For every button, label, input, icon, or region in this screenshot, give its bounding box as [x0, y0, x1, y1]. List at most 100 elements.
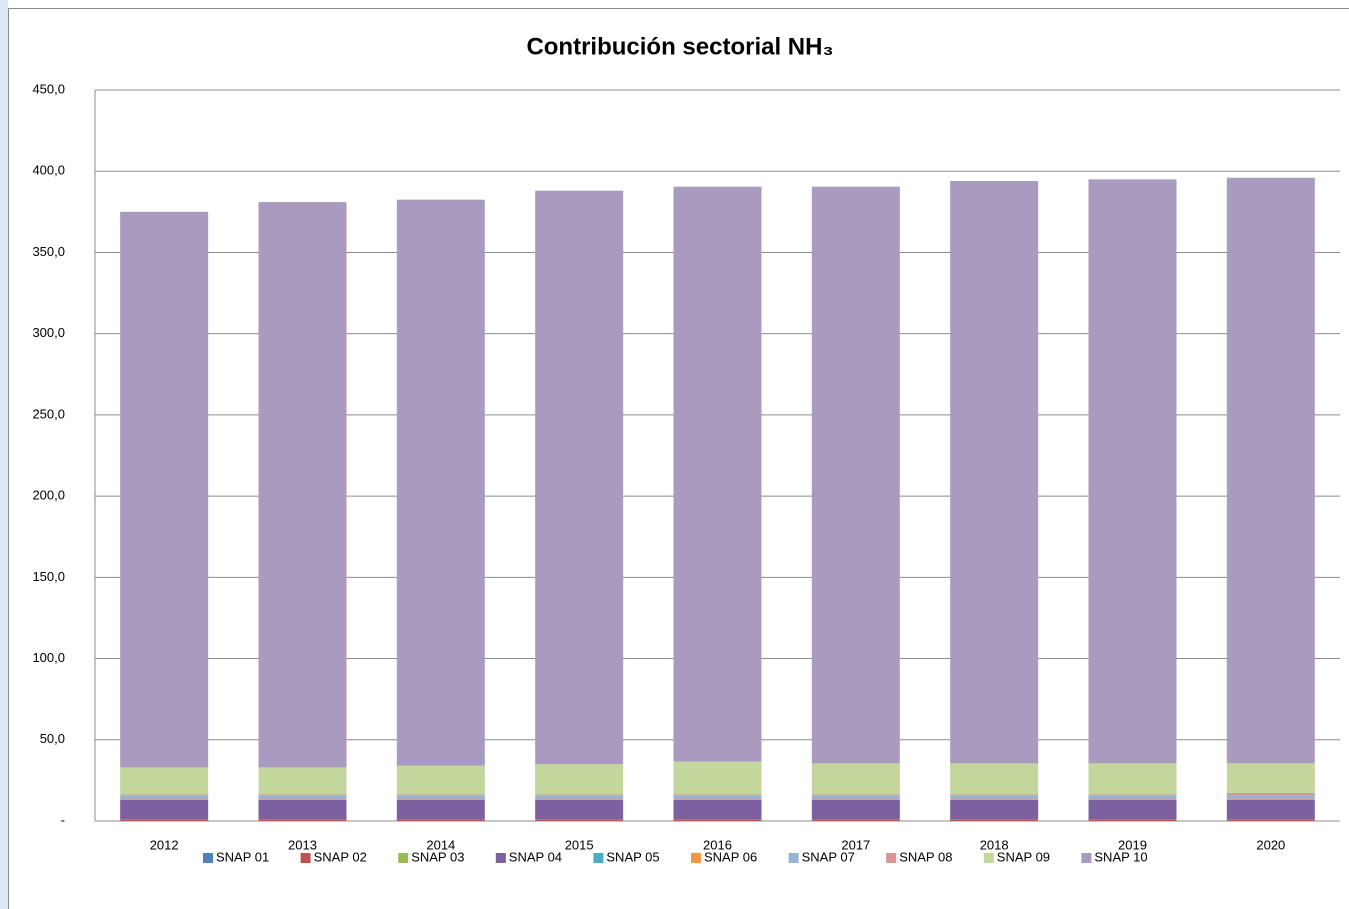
- bar-segment: [535, 798, 624, 800]
- bar-segment: [950, 795, 1039, 799]
- bar-segment: [1088, 179, 1177, 764]
- bar-segment: [1088, 819, 1177, 821]
- legend-label: SNAP 05: [606, 849, 659, 864]
- bar-segment: [811, 819, 900, 821]
- bar-segment: [396, 819, 485, 821]
- bar-segment: [120, 211, 209, 768]
- bar-segment: [1226, 799, 1315, 820]
- bar-segment: [396, 794, 485, 796]
- x-tick-label: 2020: [1256, 837, 1285, 852]
- bar-segment: [1088, 763, 1177, 795]
- bar-segment: [120, 795, 209, 799]
- bar-segment: [535, 795, 624, 799]
- bar-segment: [811, 795, 900, 799]
- bar-segment: [1226, 763, 1315, 793]
- x-tick-label: 2013: [288, 837, 317, 852]
- bar-segment: [1226, 798, 1315, 800]
- legend-swatch: [886, 853, 897, 863]
- bar-segment: [811, 799, 900, 820]
- bar-segment: [950, 819, 1039, 821]
- bar-segment: [673, 794, 762, 796]
- bar-segment: [535, 794, 624, 796]
- bar-segment: [1088, 794, 1177, 796]
- legend-label: SNAP 07: [802, 849, 855, 864]
- x-tick-label: 2014: [426, 837, 455, 852]
- bar-segment: [396, 765, 485, 795]
- bar-segment: [396, 799, 485, 820]
- bar-segment: [1088, 798, 1177, 800]
- legend-label: SNAP 10: [1094, 849, 1147, 864]
- bar-segment: [673, 761, 762, 795]
- bar-segment: [258, 767, 347, 795]
- bar-segment: [1088, 795, 1177, 799]
- bar-segment: [535, 799, 624, 820]
- bar-segment: [258, 794, 347, 796]
- legend-label: SNAP 03: [411, 849, 464, 864]
- bar-segment: [120, 767, 209, 795]
- legend-swatch: [691, 853, 701, 863]
- y-tick-label: 400,0: [32, 163, 65, 178]
- legend-label: SNAP 04: [509, 849, 562, 864]
- bar-segment: [258, 202, 347, 768]
- y-tick-label: 200,0: [32, 488, 65, 503]
- bar-segment: [1226, 792, 1315, 796]
- bar-segment: [258, 795, 347, 799]
- bar-segment: [1226, 177, 1315, 764]
- bar-segment: [673, 795, 762, 799]
- y-tick-label: 250,0: [32, 406, 65, 421]
- bar-segment: [535, 764, 624, 795]
- side-strip: [0, 0, 8, 909]
- y-tick-label: 300,0: [32, 325, 65, 340]
- bar-segment: [120, 798, 209, 800]
- bar-segment: [950, 799, 1039, 820]
- x-tick-label: 2015: [565, 837, 594, 852]
- x-tick-label: 2017: [841, 837, 870, 852]
- bar-segment: [1226, 819, 1315, 821]
- bar-segment: [258, 819, 347, 821]
- bar-segment: [120, 794, 209, 796]
- bar-segment: [120, 799, 209, 820]
- legend-swatch: [788, 853, 799, 863]
- bar-segment: [811, 763, 900, 795]
- x-tick-label: 2019: [1118, 837, 1147, 852]
- bar-segment: [950, 180, 1039, 764]
- x-tick-label: 2012: [150, 837, 179, 852]
- legend-label: SNAP 08: [899, 849, 952, 864]
- bar-segment: [396, 199, 485, 766]
- bar-segment: [120, 819, 209, 821]
- y-tick-label: 450,0: [32, 81, 65, 96]
- bar-segment: [950, 763, 1039, 795]
- legend-label: SNAP 02: [314, 849, 367, 864]
- chart-title: Contribución sectorial NH₃: [526, 33, 833, 60]
- legend-swatch: [593, 853, 604, 863]
- bar-segment: [673, 819, 762, 821]
- bar-segment: [396, 798, 485, 800]
- legend-swatch: [300, 853, 311, 863]
- bar-segment: [673, 798, 762, 800]
- legend-swatch: [203, 853, 213, 863]
- bar-segment: [396, 795, 485, 799]
- bar-segment: [950, 794, 1039, 796]
- bar-segment: [535, 190, 624, 765]
- bar-segment: [811, 186, 900, 764]
- x-tick-label: 2016: [703, 837, 732, 852]
- bar-segment: [673, 186, 762, 762]
- bar-segment: [811, 794, 900, 796]
- y-tick-label: 100,0: [32, 650, 65, 665]
- bar-segment: [1088, 799, 1177, 820]
- bar-segment: [1226, 795, 1315, 799]
- bar-segment: [258, 798, 347, 800]
- bar-segment: [950, 798, 1039, 800]
- legend-swatch: [1081, 853, 1092, 863]
- y-tick-label: 50,0: [40, 731, 65, 746]
- legend-swatch: [983, 853, 994, 863]
- y-tick-label: 150,0: [32, 569, 65, 584]
- y-tick-label: -: [61, 812, 65, 827]
- legend-label: SNAP 01: [216, 849, 269, 864]
- bar-segment: [811, 798, 900, 800]
- x-tick-label: 2018: [980, 837, 1009, 852]
- bar-segment: [258, 799, 347, 820]
- y-tick-label: 350,0: [32, 244, 65, 259]
- legend-swatch: [398, 853, 409, 863]
